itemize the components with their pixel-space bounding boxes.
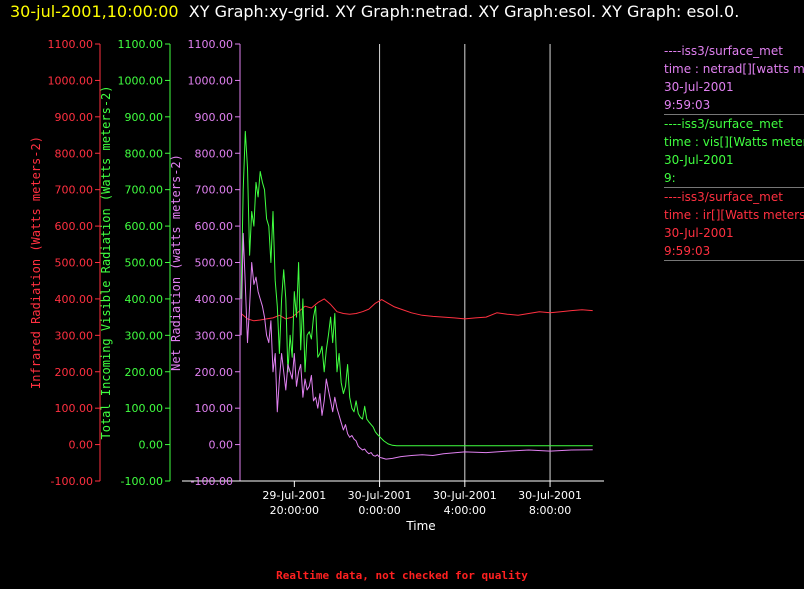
y-tick-label: 1000.00 xyxy=(188,74,234,87)
legend-date: 30-Jul-2001 xyxy=(664,226,734,240)
y-axis-title: Infrared Radiation (Watts meters-2) xyxy=(29,136,43,389)
title-bar: 30-jul-2001,10:00:00 XY Graph:xy-grid. X… xyxy=(10,1,790,23)
y-tick-label: 300.00 xyxy=(195,329,234,342)
y-tick-label: 100.00 xyxy=(195,402,234,415)
y-tick-label: 900.00 xyxy=(55,111,94,124)
graph-title: XY Graph:xy-grid. XY Graph:netrad. XY Gr… xyxy=(188,2,740,21)
x-axis-title: Time xyxy=(405,519,435,533)
axis-labels: -100.00 0.00 100.00 200.00 300.00 400.00 500.0… xyxy=(29,38,582,533)
legend-source: ----iss3/surface_met xyxy=(664,190,783,204)
axes xyxy=(95,43,604,487)
y-tick-label: 700.00 xyxy=(195,184,234,197)
y-tick-label: 400.00 xyxy=(125,293,164,306)
x-tick-time: 8:00:00 xyxy=(529,504,571,517)
y-tick-label: 700.00 xyxy=(125,184,164,197)
y-tick-label: 300.00 xyxy=(55,329,94,342)
x-tick-time: 0:00:00 xyxy=(358,504,400,517)
y-tick-label: -100.00 xyxy=(121,475,163,488)
y-tick-label: 400.00 xyxy=(195,293,234,306)
x-tick-time: 20:00:00 xyxy=(270,504,319,517)
legend-desc: time : ir[][Watts meters^-2] xyxy=(664,208,804,222)
y-tick-label: 100.00 xyxy=(55,402,94,415)
y-tick-label: 800.00 xyxy=(55,147,94,160)
x-tick-time: 4:00:00 xyxy=(444,504,486,517)
timestamp: 30-jul-2001,10:00:00 xyxy=(10,2,179,21)
y-tick-label: 500.00 xyxy=(195,257,234,270)
legend-date: 30-Jul-2001 xyxy=(664,153,734,167)
y-tick-label: 1100.00 xyxy=(48,38,94,51)
y-tick-label: 1100.00 xyxy=(188,38,234,51)
y-tick-label: 200.00 xyxy=(125,366,164,379)
legend-time: 9:59:03 xyxy=(664,244,711,258)
legend-date: 30-Jul-2001 xyxy=(664,80,734,94)
y-tick-label: 700.00 xyxy=(55,184,94,197)
y-tick-label: 100.00 xyxy=(125,402,164,415)
y-tick-label: 300.00 xyxy=(125,329,164,342)
y-tick-label: 900.00 xyxy=(125,111,164,124)
legend-source: ----iss3/surface_met xyxy=(664,117,783,131)
y-tick-label: 500.00 xyxy=(55,257,94,270)
x-tick-date: 30-Jul-2001 xyxy=(433,489,497,502)
grid-lines xyxy=(379,44,551,481)
y-tick-label: 1000.00 xyxy=(48,74,94,87)
series-line-netrad xyxy=(240,232,593,460)
y-tick-label: 1100.00 xyxy=(118,38,164,51)
legend-desc: time : vis[][Watts meters^-2] xyxy=(664,135,804,149)
legend-time: 9:59:03 xyxy=(664,98,711,112)
y-axis-title: Net Radiation (watts meters-2) xyxy=(169,154,183,371)
x-tick-date: 30-Jul-2001 xyxy=(518,489,582,502)
x-tick-date: 29-Jul-2001 xyxy=(262,489,326,502)
y-tick-label: 900.00 xyxy=(195,111,234,124)
y-tick-label: 800.00 xyxy=(125,147,164,160)
y-tick-label: 1000.00 xyxy=(118,74,164,87)
y-tick-label: -100.00 xyxy=(51,475,93,488)
y-tick-label: 800.00 xyxy=(195,147,234,160)
y-tick-label: 600.00 xyxy=(55,220,94,233)
y-axis-title: Total Incoming Visible Radiation (Watts … xyxy=(99,85,113,439)
y-tick-label: 200.00 xyxy=(195,366,234,379)
legend-desc: time : netrad[][watts meters^-2] xyxy=(664,62,804,76)
series-group xyxy=(240,130,593,460)
y-tick-label: 400.00 xyxy=(55,293,94,306)
series-line-vis xyxy=(240,130,593,447)
y-tick-label: 600.00 xyxy=(125,220,164,233)
legend-time: 9: xyxy=(664,171,676,185)
y-tick-label: 0.00 xyxy=(209,439,234,452)
y-tick-label: 500.00 xyxy=(125,257,164,270)
y-tick-label: 600.00 xyxy=(195,220,234,233)
legend-source: ----iss3/surface_met xyxy=(664,44,783,58)
y-tick-label: -100.00 xyxy=(191,475,233,488)
y-tick-label: 200.00 xyxy=(55,366,94,379)
y-tick-label: 0.00 xyxy=(69,439,94,452)
footer-note: Realtime data, not checked for quality xyxy=(276,569,528,582)
x-tick-date: 30-Jul-2001 xyxy=(348,489,412,502)
y-tick-label: 0.00 xyxy=(139,439,164,452)
